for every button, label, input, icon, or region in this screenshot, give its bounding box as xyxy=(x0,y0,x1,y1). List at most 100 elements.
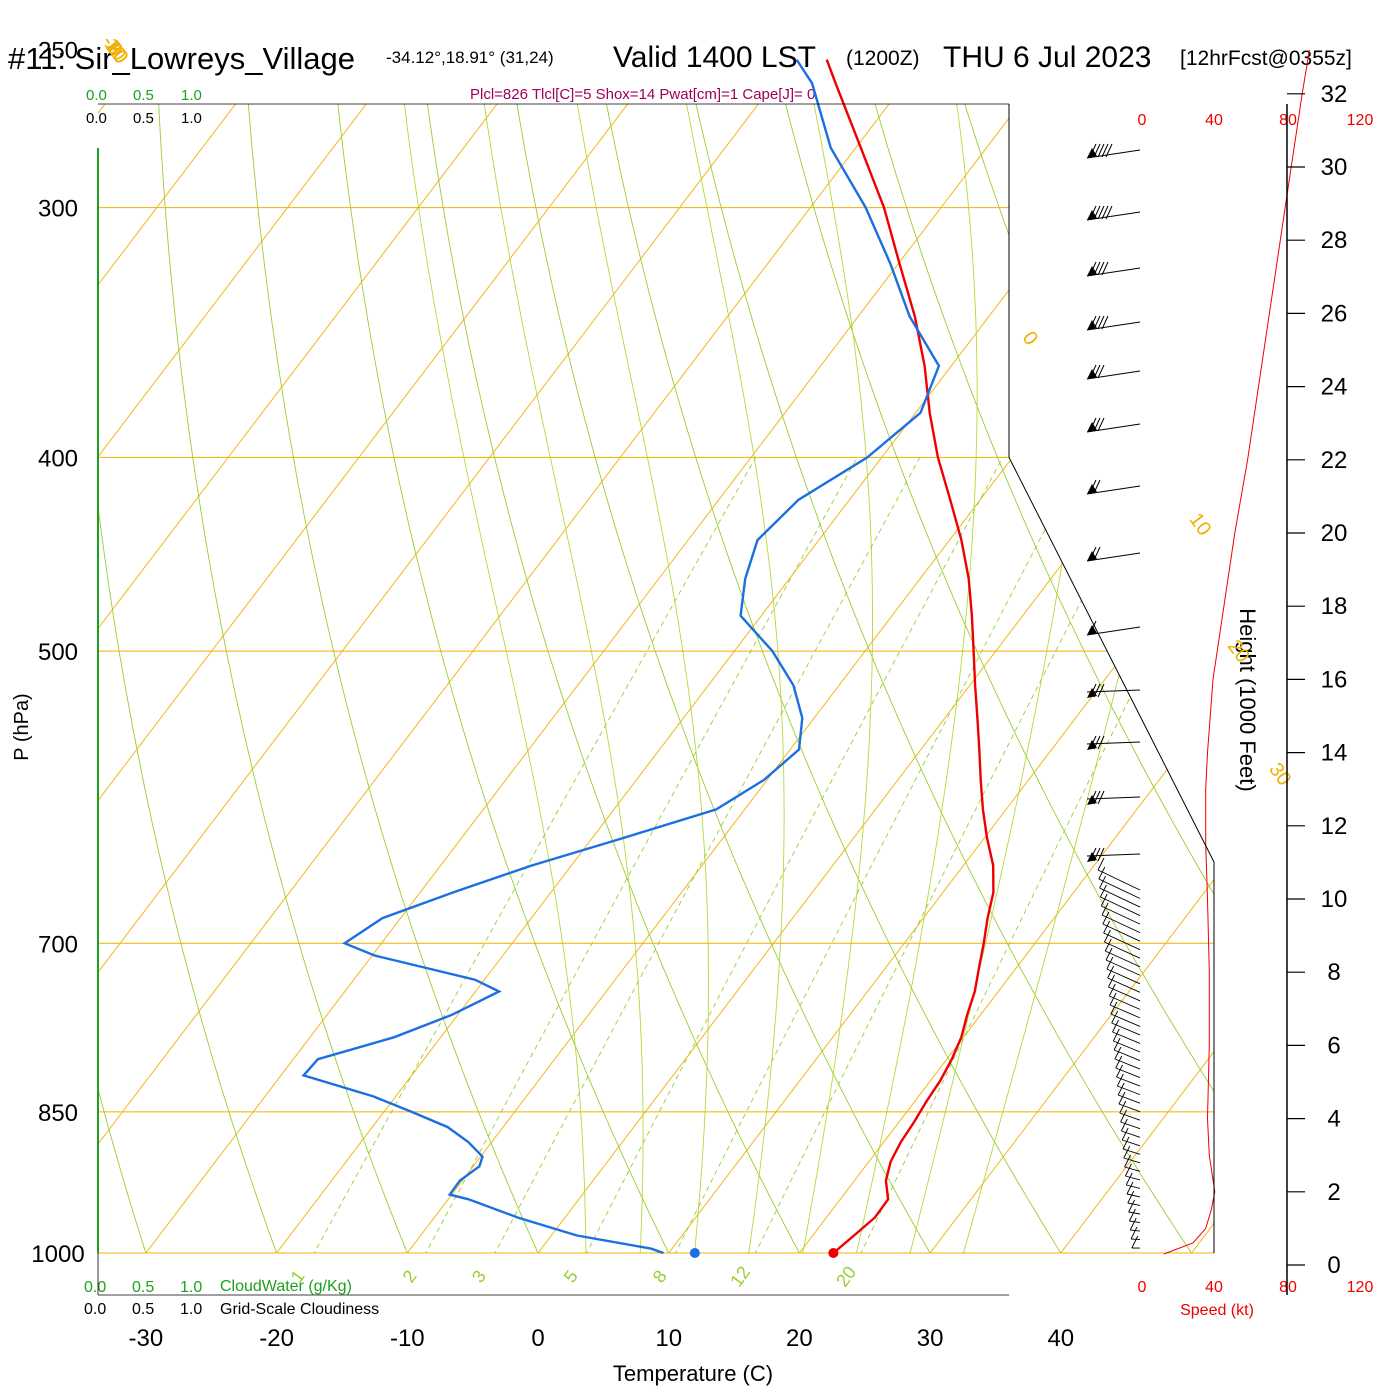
wind-barb-staff xyxy=(1086,149,1141,159)
height-tick-label: 20 xyxy=(1321,520,1348,547)
mixing-ratio-line xyxy=(290,457,757,1253)
wind-barb-staff xyxy=(1117,1094,1141,1104)
height-tick-label: 32 xyxy=(1321,81,1348,108)
wind-barb-staff xyxy=(1120,1121,1141,1130)
wind-barb-staff xyxy=(1109,1004,1141,1019)
wind-barb-staff xyxy=(1123,1157,1141,1164)
wind-barb-staff xyxy=(1126,1184,1141,1189)
speed-tick-bottom-3: 120 xyxy=(1347,1279,1374,1296)
wind-barb-staff xyxy=(1108,986,1141,1002)
height-tick-label: 30 xyxy=(1321,154,1348,181)
dry-adiabat-line xyxy=(328,104,691,1253)
mixing-ratio-line xyxy=(472,457,921,1253)
temperature-tick-label: -20 xyxy=(259,1325,294,1352)
wind-barb-staff xyxy=(1128,1211,1141,1215)
wind-barb xyxy=(1086,620,1141,636)
wind-barb-staff xyxy=(1101,914,1141,934)
isotherm-label: 10 xyxy=(1184,509,1215,540)
wind-barb-staff xyxy=(1109,995,1141,1010)
dry-adiabat-line xyxy=(676,104,1214,1253)
isotherm-line xyxy=(98,104,890,1253)
dewpoint-line xyxy=(301,58,941,1255)
wind-barb-staff xyxy=(1117,1085,1141,1096)
wind-barbs xyxy=(1086,143,1141,1249)
wind-barb-staff xyxy=(1124,1166,1141,1172)
mixing-ratio-line xyxy=(564,457,1004,1253)
moist-adiabat-line xyxy=(951,104,1214,1253)
isotherm-line xyxy=(98,104,236,1253)
wind-barb-feather xyxy=(1131,1235,1139,1249)
wind-barb-feather xyxy=(1105,205,1113,220)
wind-barb xyxy=(1086,735,1141,750)
dry-adiabat-line xyxy=(0,14,27,1296)
wind-barb-feather xyxy=(1102,911,1110,925)
pressure-tick-label: 850 xyxy=(38,1100,78,1127)
wind-barb-feather xyxy=(1100,884,1107,898)
isotherm-line xyxy=(98,104,759,1253)
wind-barb-pennant xyxy=(1087,625,1097,635)
dry-adiabat-line xyxy=(850,104,1214,1253)
height-tick-label: 8 xyxy=(1327,959,1340,986)
mixing-ratio-label: 2 xyxy=(399,1267,421,1287)
dry-adiabat-line xyxy=(1372,14,1400,1296)
pressure-tick-label: 500 xyxy=(38,639,78,666)
wind-barb-feather xyxy=(1111,1010,1119,1024)
isotherm-label: 0 xyxy=(1018,328,1042,350)
wind-barb-staff xyxy=(1101,905,1141,925)
height-tick-label: 2 xyxy=(1327,1179,1340,1206)
wind-barb-feather xyxy=(1097,143,1105,158)
wind-barb-feather xyxy=(1128,1199,1136,1213)
moist-adiabat-line xyxy=(846,104,978,1253)
temperature-tick-label: 20 xyxy=(786,1325,813,1352)
surface-temperature-marker xyxy=(828,1248,839,1258)
wind-barb-staff xyxy=(1116,1076,1141,1087)
wind-barb-feather xyxy=(1125,1172,1133,1186)
wind-barb-staff xyxy=(1086,741,1141,745)
wind-barb-feather xyxy=(1120,1109,1127,1123)
wind-barb-staff xyxy=(1122,1139,1141,1147)
dry-adiabat-line xyxy=(589,104,1088,1253)
wind-barb-staff xyxy=(1114,1058,1141,1070)
isotherm-line xyxy=(668,104,1214,1253)
isotherm-label: 30 xyxy=(1264,759,1295,790)
sounding-indices: Plcl=826 Tlcl[C]=5 Shox=14 Pwat[cm]=1 Ca… xyxy=(470,86,815,103)
wind-barb-staff xyxy=(1130,1238,1141,1241)
wind-barb-feather xyxy=(1097,857,1105,871)
wind-barb-pennant xyxy=(1087,210,1097,220)
wind-barb-feather xyxy=(1101,315,1109,330)
wind-barb-feather xyxy=(1106,956,1114,970)
wind-barb-pennant xyxy=(1087,740,1097,750)
cloudiness-scale-top-0: 0.0 xyxy=(86,110,107,127)
wind-barb-staff xyxy=(1115,1067,1141,1078)
dry-adiabat-line xyxy=(1024,104,1214,1253)
cloudwater-scale-top-1: 0.5 xyxy=(133,87,154,104)
wind-barb-feather xyxy=(1121,1127,1129,1141)
wind-barb-staff xyxy=(1086,689,1141,693)
isotherm-line xyxy=(98,104,106,1253)
wind-barb-pennant xyxy=(1087,369,1097,379)
wind-barb-feather xyxy=(1116,1073,1124,1087)
pressure-tick-label: 400 xyxy=(38,445,78,472)
wind-barb-feather xyxy=(1101,143,1109,158)
plot-border-right xyxy=(1008,104,1215,1253)
wind-barb-staff xyxy=(1106,968,1141,985)
wind-barb-pennant xyxy=(1087,148,1097,158)
wind-barb-feather xyxy=(1097,417,1105,432)
wind-barb-feather xyxy=(1107,965,1115,979)
wind-barb xyxy=(1086,417,1141,433)
wind-barb-feather xyxy=(1123,1145,1131,1159)
wind-barb-feather xyxy=(1104,938,1112,952)
valid-time: Valid 1400 LST xyxy=(613,41,816,74)
wind-barb-feather xyxy=(1112,1019,1119,1033)
wind-barb-feather xyxy=(1097,683,1105,698)
mixing-ratio-line xyxy=(653,457,1083,1253)
height-tick-label: 0 xyxy=(1327,1252,1340,1279)
speed-tick-bottom-1: 40 xyxy=(1205,1279,1223,1296)
wind-barb-feather xyxy=(1097,735,1105,750)
wind-barb-pennant xyxy=(1087,551,1097,561)
wind-barb-feather xyxy=(1113,1037,1121,1051)
cloudiness-scale-label: Grid-Scale Cloudiness xyxy=(220,1301,379,1318)
wind-barb-staff xyxy=(1099,887,1141,908)
height-tick-label: 22 xyxy=(1321,447,1348,474)
dry-adiabat-line xyxy=(154,104,426,1253)
